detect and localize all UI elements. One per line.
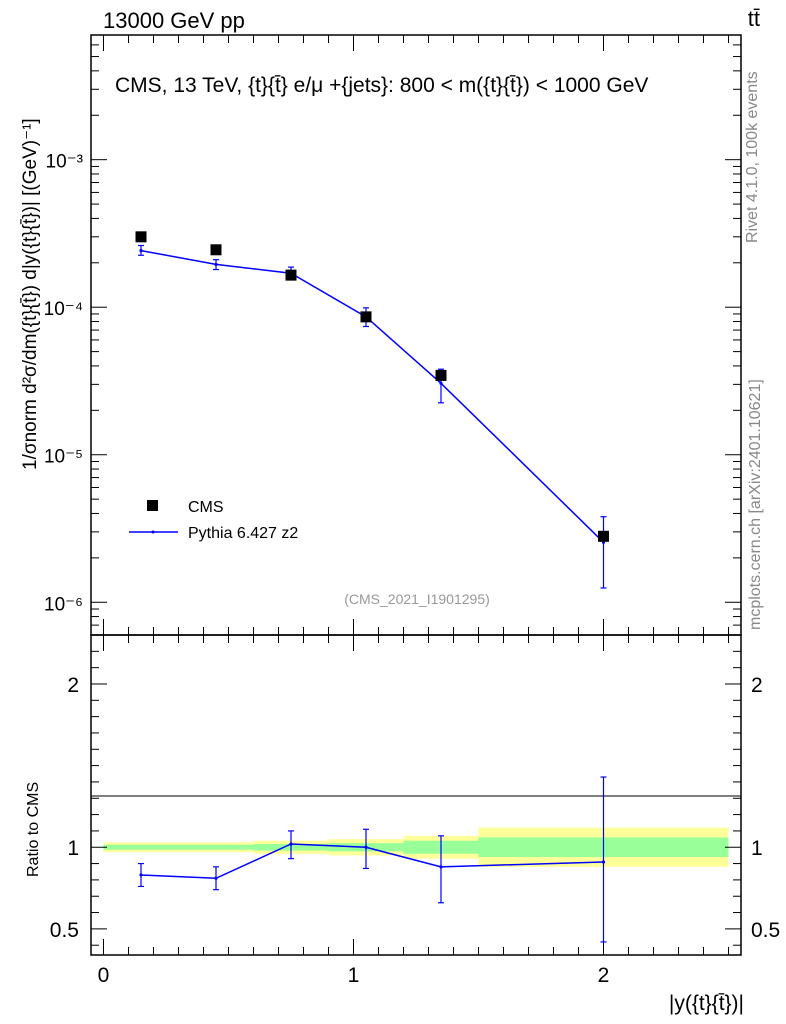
chart-title: CMS, 13 TeV, {t}{t̄} e/μ +{jets}: 800 < … [115, 74, 648, 97]
header-energy-label: 13000 GeV pp [103, 8, 245, 33]
legend: CMS Pythia 6.427 z2 [129, 499, 298, 542]
ratio-point [601, 860, 606, 864]
legend-pythia-label: Pythia 6.427 z2 [188, 525, 298, 542]
cms-data-point [360, 311, 372, 323]
ratio-plot-frame [90, 634, 742, 956]
legend-cms-marker [147, 500, 158, 511]
cms-data-point [210, 244, 222, 256]
main-y-tick-label: 10⁻⁴ [44, 299, 83, 320]
main-panel: 10⁻⁶ 10⁻⁵ 10⁻⁴ 10⁻³ CMS, 13 TeV, {t}{t̄} e/… [20, 34, 742, 636]
ratio-pythia-line [140, 843, 604, 880]
ratio-data-marks [138, 776, 607, 943]
cms-data-point [435, 369, 447, 381]
main-y-tick-label: 10⁻³ [46, 152, 84, 173]
legend-cms-label: CMS [188, 499, 224, 516]
ratio-point [139, 873, 143, 877]
pythia-point [439, 381, 443, 385]
ratio-point [214, 876, 218, 880]
cms-data-point [135, 231, 147, 243]
main-y-tick-label: 10⁻⁶ [44, 594, 83, 615]
ratio-y-axis-label: Ratio to CMS [25, 782, 42, 877]
ratio-axis-ticks [91, 635, 741, 955]
watermark: (CMS_2021_I1901295) [344, 591, 490, 607]
pythia-point [139, 248, 143, 253]
ratio-inner-band [178, 844, 254, 850]
main-axis-ticks [91, 34, 741, 636]
x-tick-label: 1 [348, 964, 360, 987]
main-plot-frame [90, 34, 742, 636]
ratio-y-tick-label-right: 1 [751, 837, 763, 860]
ratio-point [439, 865, 443, 869]
x-axis-label: |y({t}{t̄})| [669, 992, 744, 1015]
main-y-tick-labels: 10⁻⁶ 10⁻⁵ 10⁻⁴ 10⁻³ [44, 152, 83, 616]
cms-data-point [598, 530, 609, 542]
x-tick-label: 2 [598, 964, 610, 987]
ratio-tick-labels: 0.5 0.5 1 1 2 2 0 1 2 [50, 674, 780, 987]
ratio-y-tick-label-left: 0.5 [50, 919, 79, 942]
cms-data-point [285, 269, 297, 281]
ratio-y-tick-label-right: 2 [751, 674, 763, 697]
rivet-version-label: Rivet 4.1.0, 100k events [744, 71, 761, 243]
pythia-point [214, 262, 218, 267]
ratio-panel: 0.5 0.5 1 1 2 2 0 1 2 Ratio to CMS |y({t}{t̄})| [25, 634, 780, 1015]
ratio-point [289, 842, 293, 846]
ratio-y-tick-label-right: 0.5 [751, 919, 780, 942]
main-y-axis-label: 1/σnorm d²σ/dm({t}{t̄}) d|y({t}{t̄})| [(… [20, 118, 41, 470]
header-process-label: tt̄ [747, 6, 760, 31]
x-tick-label: 0 [98, 964, 110, 987]
main-data-marks [135, 231, 609, 589]
pythia-line [140, 249, 605, 543]
mcplots-source-label: mcplots.cern.ch [arXiv:2401.10621] [747, 379, 764, 630]
ratio-y-tick-label-left: 1 [67, 837, 79, 860]
legend-pythia-marker [151, 530, 155, 534]
ratio-inner-band [103, 844, 179, 850]
ratio-y-tick-label-left: 2 [67, 674, 79, 697]
main-y-tick-label: 10⁻⁵ [44, 447, 83, 468]
ratio-point [364, 845, 368, 849]
